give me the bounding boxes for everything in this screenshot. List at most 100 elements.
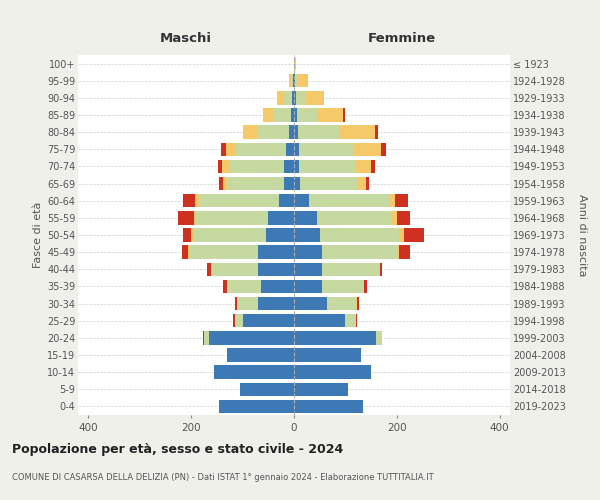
Bar xyxy=(328,297,356,310)
Bar xyxy=(322,262,379,276)
Bar xyxy=(240,382,294,396)
Bar xyxy=(294,74,295,88)
Bar xyxy=(294,228,320,241)
Bar xyxy=(242,314,294,328)
Bar xyxy=(184,194,195,207)
Bar xyxy=(227,348,294,362)
Bar xyxy=(212,262,258,276)
Bar xyxy=(222,160,230,173)
Bar xyxy=(346,314,356,328)
Bar xyxy=(294,246,322,259)
Bar xyxy=(235,142,286,156)
Bar xyxy=(286,142,294,156)
Bar xyxy=(322,280,364,293)
Bar xyxy=(292,108,294,122)
Bar xyxy=(404,228,424,241)
Bar xyxy=(184,228,191,241)
Bar xyxy=(230,160,284,173)
Bar xyxy=(218,160,222,173)
Bar xyxy=(238,297,258,310)
Bar xyxy=(263,108,274,122)
Bar xyxy=(258,246,294,259)
Bar xyxy=(203,331,204,344)
Bar xyxy=(235,297,238,310)
Bar xyxy=(284,177,294,190)
Bar xyxy=(364,280,367,293)
Bar xyxy=(366,177,368,190)
Bar xyxy=(317,211,392,224)
Bar xyxy=(317,108,343,122)
Bar xyxy=(339,126,375,139)
Bar xyxy=(221,142,226,156)
Bar xyxy=(294,126,298,139)
Bar xyxy=(320,228,400,241)
Bar xyxy=(400,228,404,241)
Bar xyxy=(298,74,308,88)
Bar xyxy=(199,194,278,207)
Bar xyxy=(294,160,299,173)
Bar xyxy=(188,246,258,259)
Bar xyxy=(294,366,371,379)
Bar xyxy=(278,194,294,207)
Bar xyxy=(379,262,380,276)
Bar xyxy=(258,126,289,139)
Bar xyxy=(299,160,356,173)
Bar xyxy=(294,108,296,122)
Bar xyxy=(322,246,397,259)
Bar xyxy=(235,314,242,328)
Bar xyxy=(296,91,306,104)
Bar xyxy=(220,400,294,413)
Bar xyxy=(397,246,400,259)
Bar xyxy=(392,211,397,224)
Bar xyxy=(219,177,223,190)
Bar xyxy=(356,160,371,173)
Bar xyxy=(223,280,227,293)
Bar xyxy=(293,74,294,88)
Bar xyxy=(395,194,408,207)
Bar xyxy=(310,194,389,207)
Bar xyxy=(294,262,322,276)
Bar xyxy=(376,331,382,344)
Bar xyxy=(289,126,294,139)
Bar xyxy=(258,297,294,310)
Bar xyxy=(294,177,300,190)
Bar xyxy=(194,228,266,241)
Bar xyxy=(375,126,378,139)
Bar xyxy=(382,142,386,156)
Bar xyxy=(294,57,296,70)
Bar xyxy=(299,142,353,156)
Bar xyxy=(294,314,346,328)
Bar xyxy=(182,246,188,259)
Bar xyxy=(209,331,294,344)
Bar xyxy=(294,194,310,207)
Bar xyxy=(233,314,235,328)
Text: Popolazione per età, sesso e stato civile - 2024: Popolazione per età, sesso e stato civil… xyxy=(12,442,343,456)
Bar xyxy=(242,126,258,139)
Bar xyxy=(294,211,317,224)
Bar xyxy=(400,246,410,259)
Bar xyxy=(294,400,364,413)
Bar xyxy=(292,91,294,104)
Bar xyxy=(204,331,209,344)
Bar xyxy=(268,211,294,224)
Bar xyxy=(300,177,357,190)
Bar xyxy=(227,280,260,293)
Bar xyxy=(294,91,296,104)
Bar xyxy=(260,280,294,293)
Bar xyxy=(191,228,194,241)
Bar xyxy=(371,160,375,173)
Bar xyxy=(294,331,376,344)
Bar xyxy=(298,126,339,139)
Bar xyxy=(214,366,294,379)
Y-axis label: Fasce di età: Fasce di età xyxy=(32,202,43,268)
Bar xyxy=(295,74,298,88)
Bar xyxy=(266,228,294,241)
Bar xyxy=(178,211,194,224)
Bar xyxy=(258,262,294,276)
Bar xyxy=(343,108,346,122)
Bar xyxy=(196,211,268,224)
Bar xyxy=(226,142,235,156)
Bar xyxy=(356,297,357,310)
Bar xyxy=(294,382,348,396)
Bar xyxy=(353,142,382,156)
